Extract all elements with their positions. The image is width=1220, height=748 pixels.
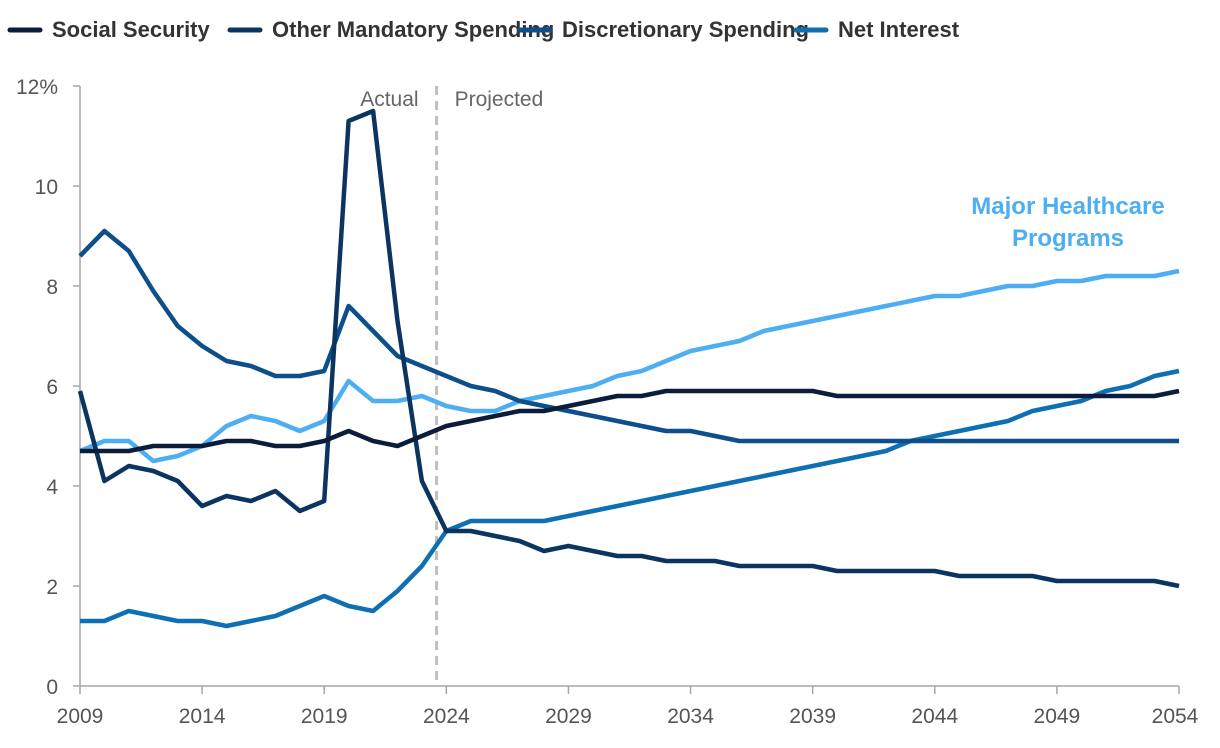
axes	[79, 86, 1179, 687]
projected-label: Projected	[455, 88, 544, 111]
y-tick-label: 6	[46, 376, 58, 399]
legend-item-social-security: Social Security	[7, 17, 211, 42]
actual-label: Actual	[360, 88, 418, 111]
actual-projected-divider: Actual Projected	[360, 86, 543, 686]
legend-item-discretionary-spending: Discretionary Spending	[517, 17, 809, 42]
y-tick-label: 4	[46, 476, 58, 499]
legend-item-net-interest: Net Interest	[793, 17, 960, 42]
series-line-major-healthcare-programs	[79, 268, 1180, 464]
x-tick-label: 2044	[911, 705, 958, 728]
series-line-other-mandatory-spending	[77, 108, 1180, 589]
healthcare-callout-line: Programs	[1012, 225, 1124, 252]
x-axis-ticks: 2009 2014 2019 2024 2029 2034 2039 2044 2049 2054	[57, 686, 1199, 728]
legend-label: Net Interest	[838, 17, 960, 42]
y-axis-ticks: 0 2 4 6 8 10 12%	[16, 76, 80, 699]
y-tick-label: 2	[46, 576, 58, 599]
series-line-social-security	[80, 388, 1180, 454]
y-tick-label: 0	[46, 676, 58, 699]
legend-item-other-mandatory-spending: Other Mandatory Spending	[227, 17, 554, 42]
legend-label: Social Security	[52, 17, 211, 42]
x-tick-label: 2029	[545, 705, 592, 728]
x-tick-label: 2049	[1034, 705, 1081, 728]
x-tick-label: 2054	[1152, 705, 1199, 728]
legend-label: Other Mandatory Spending	[272, 17, 554, 42]
y-tick-label: 8	[46, 276, 58, 299]
y-tick-label: 10	[35, 176, 58, 199]
series-line-discretionary-spending	[78, 228, 1179, 444]
healthcare-callout: Major Healthcare Programs	[971, 193, 1164, 252]
series-line-net-interest	[80, 368, 1180, 629]
x-tick-label: 2024	[423, 705, 470, 728]
x-tick-label: 2014	[179, 705, 226, 728]
x-tick-label: 2039	[789, 705, 836, 728]
healthcare-callout-line: Major Healthcare	[971, 193, 1164, 220]
legend-label: Discretionary Spending	[562, 17, 809, 42]
x-tick-label: 2019	[301, 705, 348, 728]
legend: Social Security Other Mandatory Spending D…	[7, 17, 960, 42]
x-tick-label: 2009	[57, 705, 104, 728]
series-lines	[77, 108, 1180, 629]
x-tick-label: 2034	[667, 705, 714, 728]
y-tick-label: 12%	[16, 76, 58, 99]
